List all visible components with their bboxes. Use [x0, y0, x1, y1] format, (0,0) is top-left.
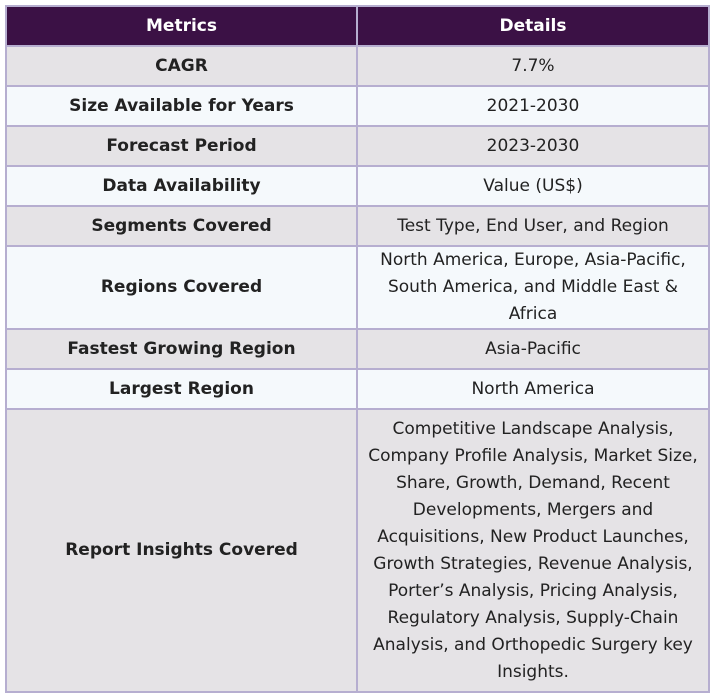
detail-cell: Value (US$) [356, 165, 710, 207]
table-row: Size Available for Years 2021-2030 [5, 85, 710, 127]
table-row: Forecast Period 2023-2030 [5, 125, 710, 167]
table-row: Fastest Growing Region Asia-Pacific [5, 328, 710, 370]
table-row: Regions Covered North America, Europe, A… [5, 245, 710, 330]
metric-cell: Forecast Period [5, 125, 358, 167]
report-metrics-table-container: Metrics Details CAGR 7.7% Size Available… [5, 5, 710, 693]
detail-cell: Competitive Landscape Analysis, Company … [356, 408, 710, 693]
detail-cell: Test Type, End User, and Region [356, 205, 710, 247]
table-row: CAGR 7.7% [5, 45, 710, 87]
table-row: Report Insights Covered Competitive Land… [5, 408, 710, 693]
metric-cell: Data Availability [5, 165, 358, 207]
detail-cell: 2023-2030 [356, 125, 710, 167]
metric-cell: Largest Region [5, 368, 358, 410]
table-row: Largest Region North America [5, 368, 710, 410]
detail-cell: 7.7% [356, 45, 710, 87]
metric-cell: Size Available for Years [5, 85, 358, 127]
report-metrics-table: Metrics Details CAGR 7.7% Size Available… [5, 5, 710, 693]
detail-cell: 2021-2030 [356, 85, 710, 127]
metric-cell: Fastest Growing Region [5, 328, 358, 370]
detail-cell: North America [356, 368, 710, 410]
metric-cell: Regions Covered [5, 245, 358, 330]
metric-cell: Report Insights Covered [5, 408, 358, 693]
table-row: Data Availability Value (US$) [5, 165, 710, 207]
detail-cell: Asia-Pacific [356, 328, 710, 370]
header-metrics: Metrics [5, 5, 358, 47]
header-details: Details [356, 5, 710, 47]
metric-cell: Segments Covered [5, 205, 358, 247]
table-header-row: Metrics Details [5, 5, 710, 47]
table-row: Segments Covered Test Type, End User, an… [5, 205, 710, 247]
detail-cell: North America, Europe, Asia-Pacific, Sou… [356, 245, 710, 330]
metric-cell: CAGR [5, 45, 358, 87]
